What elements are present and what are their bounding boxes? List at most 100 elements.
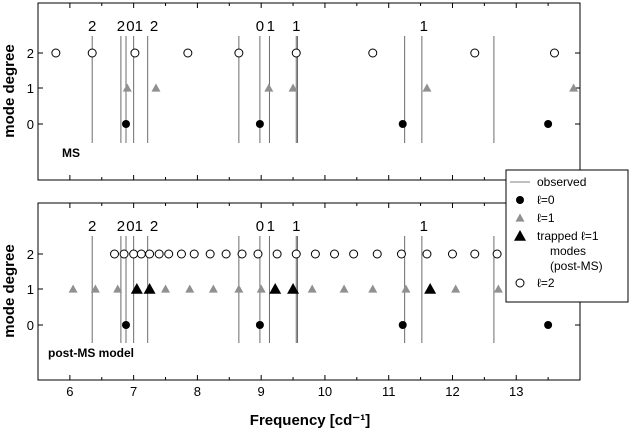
marker-l2 <box>154 249 164 259</box>
legend-marker <box>515 278 525 288</box>
y-axis-title: mode degree <box>1 244 18 337</box>
marker-l0 <box>255 321 264 329</box>
observed-degree-label: 1 <box>267 18 275 35</box>
marker-l1 <box>208 284 218 293</box>
y-tick-label: 2 <box>27 46 34 61</box>
marker-l0 <box>544 120 553 128</box>
series-l2 <box>110 249 556 259</box>
observed-degree-label: 2 <box>150 18 158 35</box>
marker-l2 <box>272 249 282 259</box>
marker-l1 <box>307 284 317 293</box>
legend-item-l2: ℓ=2 <box>515 276 555 290</box>
legend-label: observed <box>537 175 586 189</box>
marker-l1 <box>113 284 123 293</box>
marker-l2 <box>221 249 231 259</box>
marker-l2 <box>145 249 155 259</box>
x-axis-title: Frequency [cd⁻¹] <box>250 412 370 429</box>
x-tick-label: 8 <box>194 384 201 399</box>
marker-l2 <box>368 48 378 58</box>
series-l1 <box>122 83 579 92</box>
x-tick-label: 11 <box>382 384 396 399</box>
observed-degree-label: 1 <box>292 218 300 235</box>
observed-degree-label: 1 <box>420 218 428 235</box>
observed-degree-label: 1 <box>135 18 143 35</box>
legend-label: (post-MS) <box>550 259 603 273</box>
marker-l1 <box>256 284 266 293</box>
marker-l1 <box>90 284 100 293</box>
marker-l2 <box>87 48 97 58</box>
marker-l2 <box>291 249 301 259</box>
marker-l2 <box>205 249 215 259</box>
x-axis-title-group: 6 7 8 9 10 11 12 13 Frequency [cd⁻¹] <box>66 384 523 429</box>
marker-l2 <box>130 48 140 58</box>
x-tick-label: 6 <box>66 384 73 399</box>
observed-degree-label: 1 <box>292 18 300 35</box>
marker-l1 <box>264 83 274 92</box>
marker-l2 <box>110 249 120 259</box>
observed-degree-label: 1 <box>135 218 143 235</box>
x-tick-label: 13 <box>509 384 523 399</box>
observed-degree-label: 2 <box>150 218 158 235</box>
y-tick-label: 1 <box>27 282 34 297</box>
panel-label: post-MS model <box>48 346 134 360</box>
marker-l1 <box>422 83 432 92</box>
series-l0 <box>121 321 553 329</box>
observed-degree-label: 0 <box>256 218 264 235</box>
x-tick-label: 9 <box>258 384 265 399</box>
observed-degree-label: 2 <box>88 18 96 35</box>
marker-l1 <box>234 284 244 293</box>
marker-trapped <box>130 283 143 294</box>
marker-l2 <box>291 48 301 58</box>
y-axis-title: mode degree <box>1 44 18 137</box>
marker-l2 <box>176 249 186 259</box>
legend-item-l1: ℓ=1 <box>515 211 555 225</box>
series-l2 <box>51 48 559 58</box>
marker-l2 <box>349 249 359 259</box>
marker-l0 <box>398 120 407 128</box>
y-tick-label: 0 <box>27 117 34 132</box>
legend-item-l0: ℓ=0 <box>516 193 555 207</box>
marker-l2 <box>136 249 146 259</box>
marker-trapped <box>424 283 437 294</box>
marker-l1 <box>493 284 503 293</box>
marker-trapped <box>143 283 156 294</box>
marker-l2 <box>129 249 139 259</box>
marker-l2 <box>330 249 340 259</box>
x-tick-label: 10 <box>318 384 332 399</box>
legend-label: modes <box>550 244 586 258</box>
legend-label: trapped ℓ=1 <box>537 229 599 243</box>
marker-l1 <box>185 284 195 293</box>
marker-l2 <box>189 249 199 259</box>
marker-l0 <box>255 120 264 128</box>
legend-box <box>505 169 629 303</box>
marker-l1 <box>451 284 461 293</box>
marker-l2 <box>396 249 406 259</box>
legend-marker <box>515 213 525 222</box>
marker-l2 <box>164 249 174 259</box>
series-l1 <box>68 284 538 293</box>
marker-trapped <box>287 283 300 294</box>
y-tick-label: 2 <box>27 247 34 262</box>
marker-l1 <box>339 284 349 293</box>
marker-trapped <box>269 283 282 294</box>
observed-degree-label: 2 <box>117 18 125 35</box>
marker-l1 <box>151 83 161 92</box>
legend-marker <box>516 196 524 204</box>
x-tick-label: 7 <box>130 384 137 399</box>
observed-degree-label: 2 <box>117 218 125 235</box>
panel-label: MS <box>62 146 80 160</box>
marker-l1 <box>68 284 78 293</box>
marker-l2 <box>447 249 457 259</box>
marker-l2 <box>237 249 247 259</box>
marker-l1 <box>122 83 132 92</box>
y-tick-label: 1 <box>27 81 34 96</box>
legend-marker <box>514 230 526 241</box>
marker-l2 <box>372 249 382 259</box>
marker-l2 <box>253 249 263 259</box>
marker-l0 <box>121 120 130 128</box>
marker-l2 <box>183 48 193 58</box>
